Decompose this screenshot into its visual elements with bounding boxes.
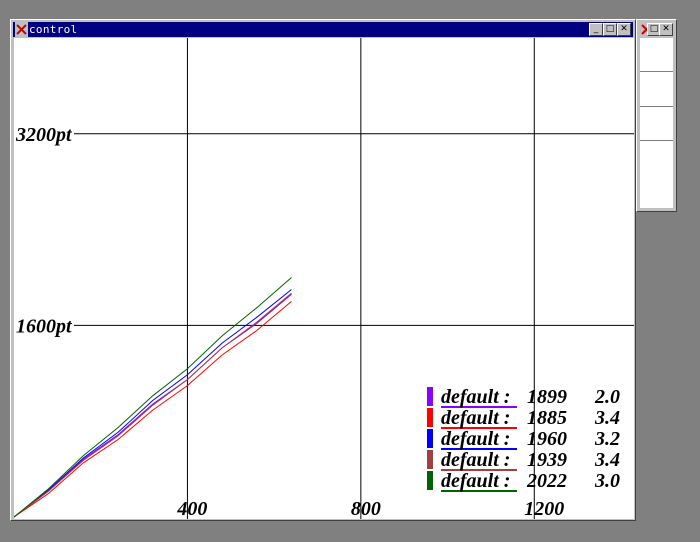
data-series [14,277,292,518]
legend-value: 2022 [526,470,567,492]
side-divider [640,71,673,72]
legend-label: default : [441,470,510,492]
legend-label: default : [441,386,510,408]
maximize-button[interactable]: □ [603,23,617,36]
x-tick-label: 400 [176,498,207,519]
x-tick-label: 1200 [524,498,564,519]
side-divider [640,140,673,141]
series-line [14,289,292,518]
legend-rate: 2.0 [594,386,620,408]
close-icon: ✕ [662,24,670,34]
legend-rate: 3.4 [594,449,620,471]
y-tick-label: 3200pt [15,124,73,146]
legend-value: 1939 [527,449,567,471]
window-title: control [29,23,78,36]
maximize-icon: □ [605,24,615,34]
series-line [14,292,292,518]
series-line [14,277,292,518]
legend-label: default : [441,449,510,471]
side-title-bar[interactable]: □ ✕ [639,22,674,37]
legend-swatch [427,450,433,469]
main-window: control _ □ ✕ 1600pt 3200pt 400 800 1200 de… [10,19,636,521]
legend: default : 1899 2.0 default : 1885 3.4 default … [427,386,620,492]
minimize-icon: _ [593,24,599,34]
legend-rate: 3.0 [594,470,620,492]
side-divider [640,106,673,107]
legend-value: 1960 [527,428,567,450]
legend-swatch [427,429,433,448]
legend-rate: 3.2 [594,428,620,450]
grid-lines [74,38,634,519]
line-chart: 1600pt 3200pt 400 800 1200 default : 1899 2.0… [14,38,634,519]
title-bar[interactable]: control _ □ ✕ [13,22,633,37]
legend-rate: 3.4 [594,407,620,429]
x-logo-icon[interactable] [15,22,28,37]
close-button[interactable]: ✕ [617,23,631,36]
x-tick-labels: 400 800 1200 [176,498,564,519]
legend-swatch [427,408,433,427]
y-tick-labels: 1600pt 3200pt [15,124,73,338]
legend-value: 1885 [527,407,567,429]
legend-swatch [427,387,433,406]
legend-label: default : [441,407,510,429]
close-icon: ✕ [620,24,628,34]
series-line [14,301,292,518]
x-tick-label: 800 [351,498,381,519]
side-panel [640,38,673,208]
side-window: □ ✕ [636,19,677,212]
maximize-icon: □ [649,24,659,34]
legend-label: default : [441,428,510,450]
minimize-button[interactable]: _ [589,23,603,36]
plot-area: 1600pt 3200pt 400 800 1200 default : 1899 2.0… [14,38,634,519]
y-tick-label: 1600pt [16,315,73,337]
side-close-button[interactable]: ✕ [659,23,673,36]
legend-swatch [427,471,433,490]
legend-value: 1899 [527,386,567,408]
